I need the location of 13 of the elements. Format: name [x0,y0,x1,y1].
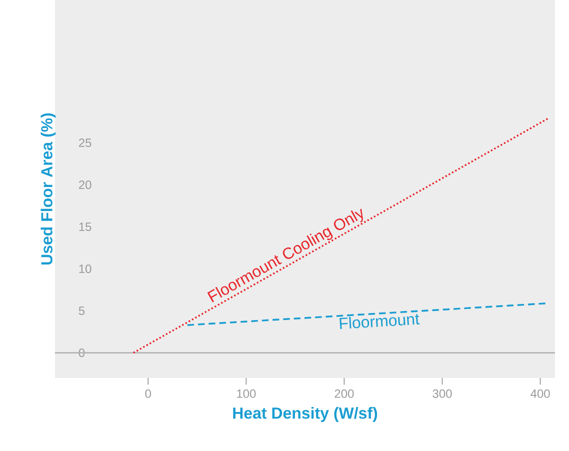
x-tick-label: 200 [334,389,354,398]
y-tick-label: 5 [78,306,85,315]
x-tick-label: 100 [237,389,256,398]
y-tick-label: 10 [79,264,92,274]
x-tick-label: 0 [145,389,152,398]
y-tick-label: 15 [79,222,92,231]
y-axis-title: Used Floor Area (%) [40,113,56,264]
series-label: Floormount [340,314,420,330]
x-axis-title: Heat Density (W/sf) [233,407,378,422]
x-tick-label: 400 [530,389,550,398]
y-tick-label: 25 [78,138,92,148]
x-tick-label: 300 [432,389,452,398]
y-tick-label: 20 [78,180,92,190]
